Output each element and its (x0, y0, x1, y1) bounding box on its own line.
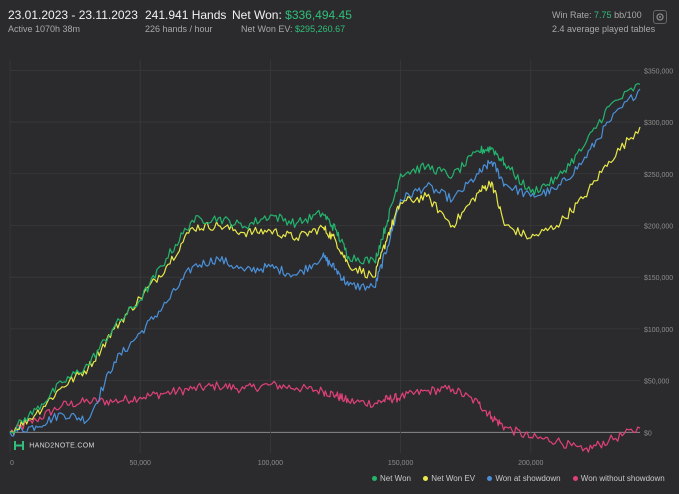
legend-dot-won-at-showdown (487, 476, 493, 482)
active-time: Active 1070h 38m (8, 24, 81, 34)
y-axis-ticks: $0 $50,000 $100,000 $150,000 $200,000 $250,00… (644, 68, 673, 437)
legend-label-net-won-ev: Net Won EV (431, 474, 476, 483)
legend-label-won-without-showdown: Won without showdown (580, 474, 665, 483)
series-line-won-without-showdown (9, 380, 641, 453)
net-won-ev-label: Net Won EV: (241, 24, 293, 34)
hands-per-hour: 226 hands / hour (145, 24, 213, 34)
hand2note-logo: HAND2NOTE.COM (14, 440, 95, 451)
net-won-label: Net Won: (232, 8, 282, 22)
logo-text: HAND2NOTE.COM (29, 442, 95, 450)
legend-dot-net-won (372, 476, 377, 482)
hands-count: 241.941 Hands (145, 8, 227, 22)
y-tick-label: $150,000 (644, 275, 673, 282)
chart-grid (9, 60, 640, 453)
legend-dot-won-without-showdown (572, 476, 578, 482)
net-won-ev-value: $295,260.67 (295, 24, 346, 34)
x-tick-label: 50,000 (129, 460, 151, 467)
x-tick-label: 150,000 (388, 460, 413, 467)
net-won-stat: Net Won: $336,494.45 (232, 8, 352, 22)
y-tick-label: $300,000 (644, 120, 673, 127)
win-rate-stat: Win Rate: 7.75 bb/100 (552, 10, 642, 20)
win-rate-unit: bb/100 (614, 10, 642, 20)
win-rate-value: 7.75 (594, 10, 612, 20)
date-range: 23.01.2023 - 23.11.2023 (8, 8, 138, 22)
average-tables: 2.4 average played tables (552, 24, 656, 34)
net-won-ev-stat: Net Won EV: $295,260.67 (241, 24, 345, 34)
net-won-value: $336,494.45 (285, 8, 352, 22)
series-lines (9, 83, 641, 453)
y-tick-label: $0 (644, 430, 652, 437)
y-tick-label: $200,000 (644, 223, 673, 230)
legend-item-won-at-showdown[interactable]: Won at showdown (487, 474, 561, 483)
x-tick-label: 100,000 (258, 460, 283, 467)
legend-dot-net-won-ev (423, 476, 429, 482)
y-tick-label: $100,000 (644, 327, 673, 334)
win-rate-label: Win Rate: (552, 10, 592, 20)
legend-item-net-won-ev[interactable]: Net Won EV (423, 474, 475, 483)
legend-label-net-won: Net Won (380, 474, 411, 483)
stats-header: 23.01.2023 - 23.11.2023 Active 1070h 38m… (0, 0, 679, 42)
series-line-net-won (9, 83, 641, 434)
x-tick-label: 0 (10, 460, 14, 467)
y-tick-label: $250,000 (644, 172, 673, 179)
legend-item-net-won[interactable]: Net Won (372, 474, 411, 483)
y-tick-label: $350,000 (644, 68, 673, 75)
settings-icon[interactable] (653, 10, 667, 24)
legend-label-won-at-showdown: Won at showdown (495, 474, 561, 483)
legend-item-won-without-showdown[interactable]: Won without showdown (572, 474, 665, 483)
y-tick-label: $50,000 (644, 379, 669, 386)
series-line-net-won-ev (9, 126, 641, 435)
hand2note-logo-icon (14, 441, 24, 450)
series-line-won-at-showdown (9, 88, 641, 437)
chart-legend: Net Won Net Won EV Won at showdown Won w… (372, 474, 675, 483)
x-tick-label: 200,000 (518, 460, 543, 467)
x-axis-ticks: 0 50,000 100,000 150,000 200,000 (10, 460, 544, 467)
